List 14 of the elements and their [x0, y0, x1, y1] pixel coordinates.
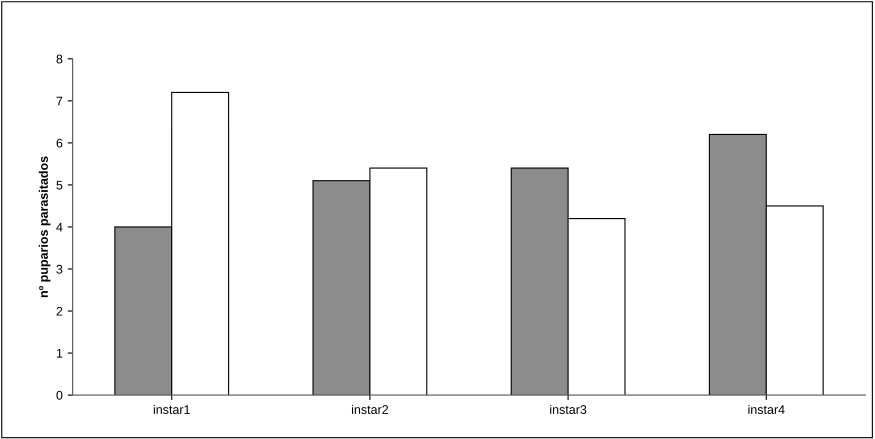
y-tick-label: 5 — [56, 180, 62, 190]
y-tick-label: 4 — [56, 222, 63, 232]
y-tick-label: 8 — [56, 54, 62, 64]
y-tick-label: 7 — [56, 96, 62, 106]
y-tick-label: 6 — [56, 138, 62, 148]
y-axis-title: nº puparios parasitados — [38, 156, 50, 298]
x-tick-label: instar1 — [154, 404, 190, 414]
x-tick-label: instar2 — [352, 404, 388, 414]
x-tick-label: instar3 — [550, 404, 586, 414]
y-tick-label: 1 — [56, 348, 62, 358]
x-tick-label: instar4 — [748, 404, 785, 414]
y-tick-label: 0 — [56, 390, 62, 400]
y-tick-label: 3 — [56, 264, 62, 274]
y-tick-label: 2 — [56, 306, 62, 316]
